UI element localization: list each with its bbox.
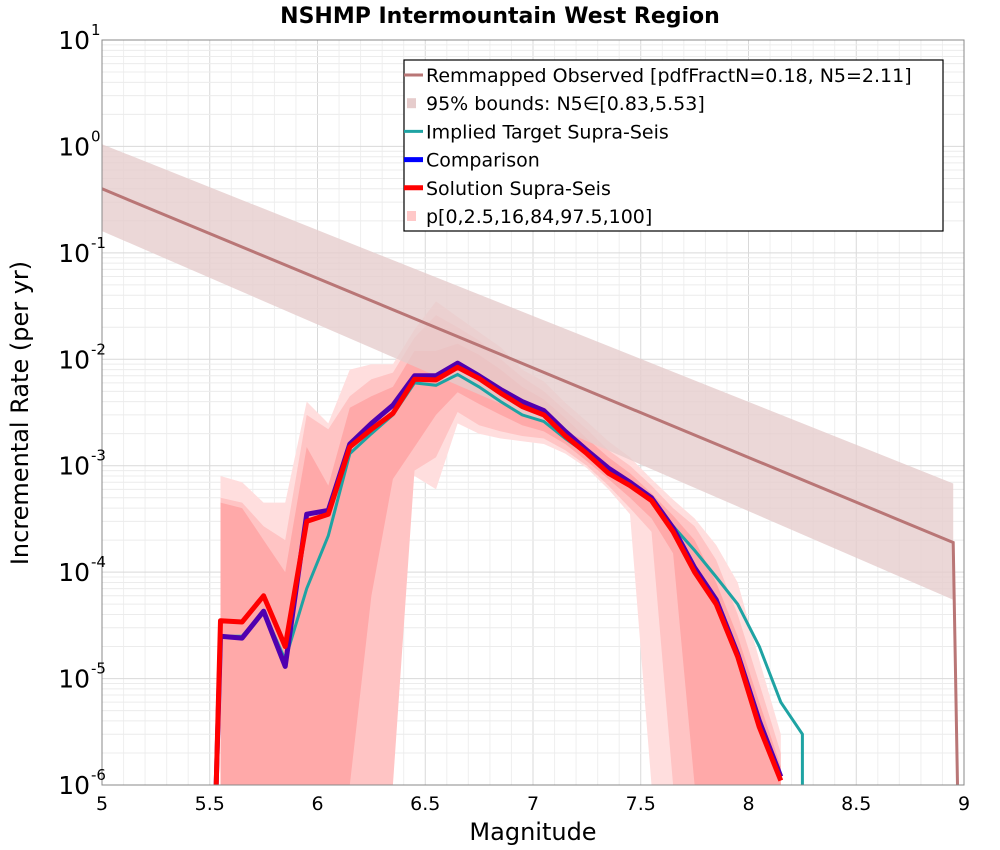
x-tick-label: 8.5: [841, 793, 871, 815]
x-tick-label: 5: [96, 793, 108, 815]
legend-label: Implied Target Supra-Seis: [426, 121, 669, 143]
y-tick-label: 10: [58, 771, 90, 800]
chart-title: NSHMP Intermountain West Region: [280, 4, 720, 29]
y-tick-label: 10: [58, 452, 90, 481]
x-tick-label: 5.5: [195, 793, 225, 815]
y-tick-label: 10: [58, 132, 90, 161]
y-tick-exponent: -2: [91, 340, 106, 358]
band-p16-p84: [220, 343, 781, 785]
y-tick-exponent: -4: [91, 553, 106, 571]
x-tick-label: 9: [958, 793, 970, 815]
x-tick-label: 7: [527, 793, 539, 815]
y-tick-label: 10: [58, 239, 90, 268]
x-tick-label: 7.5: [626, 793, 656, 815]
legend-swatch: [407, 98, 416, 109]
y-tick-exponent: -1: [91, 234, 106, 252]
observed-95-bounds: [102, 144, 954, 600]
y-tick-label: 10: [58, 345, 90, 374]
y-tick-exponent: 1: [91, 21, 101, 39]
legend-label: Solution Supra-Seis: [426, 178, 611, 200]
y-tick-label: 10: [58, 558, 90, 587]
y-tick-label: 10: [58, 26, 90, 55]
legend: Remmapped Observed [pdfFractN=0.18, N5=2…: [403, 59, 944, 232]
x-tick-labels: 5 5.5 6 6.5 7 7.5 8 8.5 9: [96, 793, 970, 815]
solution-line: [213, 364, 784, 786]
y-tick-exponent: -6: [91, 766, 106, 784]
y-tick-exponent: -5: [91, 660, 106, 678]
legend-box: [403, 59, 944, 232]
legend-label: p[0,2.5,16,84,97.5,100]: [426, 206, 652, 228]
observed-bounds-band: [102, 144, 954, 600]
legend-label: Comparison: [426, 150, 540, 172]
x-tick-label: 6.5: [410, 793, 440, 815]
series-lines: [101, 187, 959, 786]
y-axis-label: Incremental Rate (per yr): [6, 261, 34, 565]
x-axis-label: Magnitude: [469, 818, 596, 846]
plot-frame: [101, 39, 965, 786]
observed-line: [101, 187, 959, 786]
x-tick-label: 6: [311, 793, 323, 815]
y-tick-label: 10: [58, 665, 90, 694]
implied-target-line: [220, 372, 804, 785]
legend-swatch: [407, 211, 416, 221]
y-tick-exponent: 0: [91, 127, 101, 145]
x-tick-label: 8: [742, 793, 754, 815]
legend-label: 95% bounds: N5∈[0.83,5.53]: [426, 93, 705, 115]
legend-label: Remmapped Observed [pdfFractN=0.18, N5=2…: [426, 65, 912, 87]
y-tick-exponent: -3: [91, 447, 106, 465]
